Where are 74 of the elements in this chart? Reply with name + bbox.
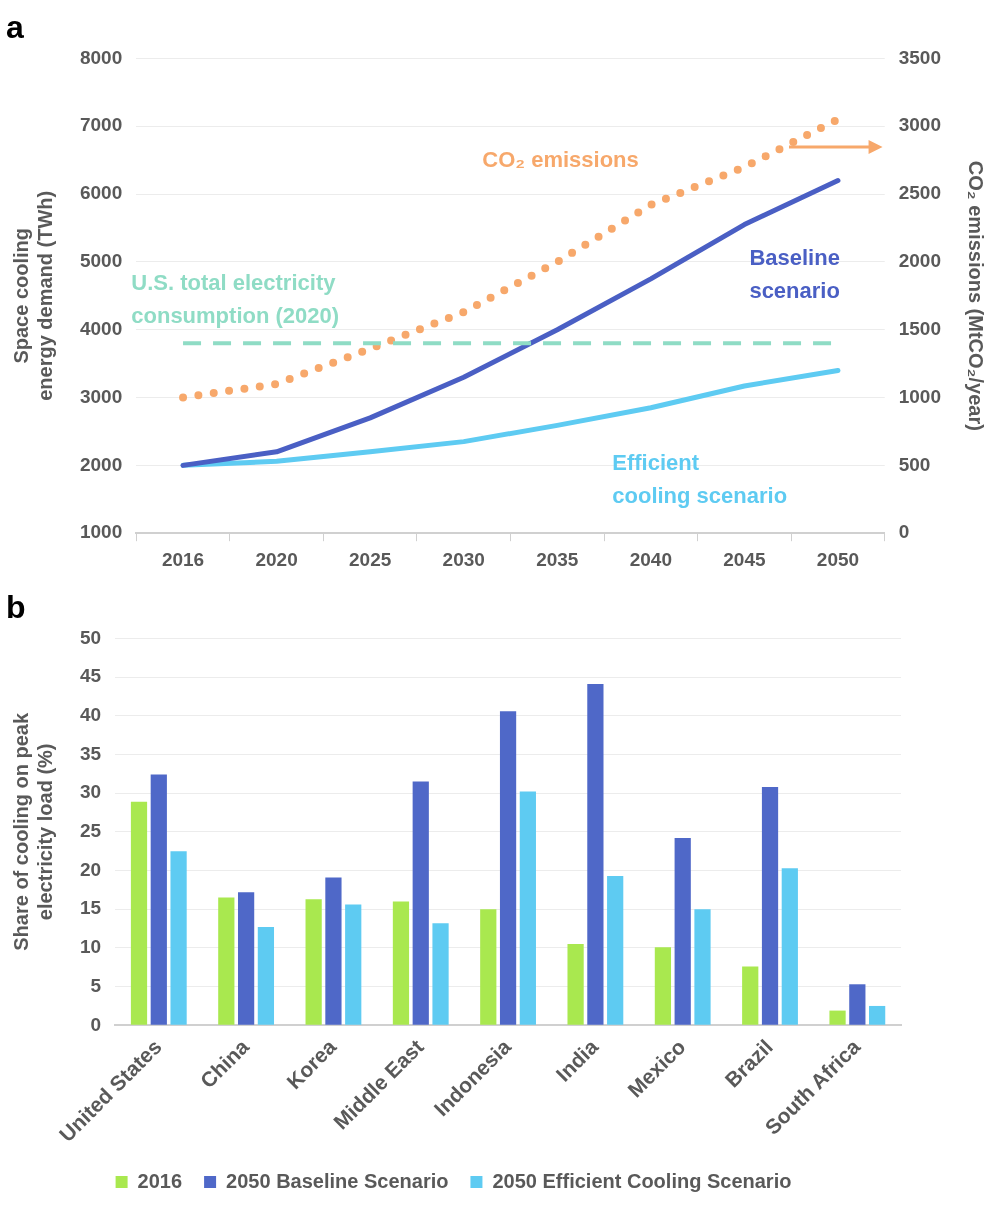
chart-title: b [6,589,26,626]
y2-tick-label: 1500 [898,317,942,339]
y-axis-title: Space cooling energy demand (TWh) [9,190,56,401]
legend-label: 2050 Efficient Cooling Scenario [492,1169,792,1192]
bar [392,901,410,1025]
x-tick-label: 2020 [255,548,298,570]
y2-tick-label: 1000 [898,385,942,407]
series-label: CO₂ emissions [482,146,639,172]
bar [849,984,866,1025]
bar [238,892,255,1025]
bar [761,786,779,1025]
x-tick-label: 2035 [536,548,579,570]
bar [218,897,235,1025]
y-tick-label: 8000 [79,46,123,68]
x-tick-label: 2050 [816,548,860,570]
y-tick-label: 0 [90,1013,102,1035]
bar [674,838,691,1025]
bar [654,947,672,1025]
legend-label: 2050 Baseline Scenario [226,1169,449,1192]
bar [412,781,429,1025]
y-tick-label: 35 [79,742,102,764]
y-tick-label: 4000 [79,317,123,339]
y-tick-label: 40 [79,704,102,726]
y-tick-label: 20 [79,858,102,880]
y2-tick-label: 2000 [898,250,942,272]
y-axis-title: Share of cooling on peak electricity load (%) [9,712,56,951]
bar [432,923,449,1025]
bar [781,868,798,1025]
ref-line-label: U.S. total electricity consumption (2020) [131,270,340,329]
y-tick-label: 5000 [79,250,123,272]
y2-tick-label: 3500 [898,46,942,68]
bar [694,909,711,1025]
bar [829,1010,846,1025]
bar [130,801,148,1025]
y-tick-label: 45 [79,665,102,687]
y-tick-label: 30 [79,781,102,803]
bar [325,877,342,1025]
series-label: Baseline scenario [749,244,840,303]
bar [742,966,759,1025]
y2-tick-label: 3000 [898,114,942,136]
bar [345,904,362,1025]
bar [587,684,604,1025]
y2-axis-title: CO₂ emissions (MtCO₂/year) [965,160,988,431]
x-tick-label: 2045 [723,548,766,570]
y-tick-label: 3000 [79,385,123,407]
x-tick-label: 2030 [442,548,485,570]
bar [170,851,187,1025]
bar [499,711,517,1025]
bar [257,927,275,1025]
y-tick-label: 50 [79,626,102,648]
x-tick-label: 2040 [629,548,672,570]
chart-title: a [6,9,24,46]
y2-tick-label: 500 [898,453,931,475]
series-label: Efficient cooling scenario [612,450,788,509]
bar [869,1005,886,1025]
y-tick-label: 10 [79,936,102,958]
y-tick-label: 25 [79,820,102,842]
bar [567,944,584,1025]
bar [305,899,322,1025]
legend-label: 2016 [137,1169,183,1192]
x-tick-label: 2025 [349,548,392,570]
y-tick-label: 6000 [79,182,123,204]
bar [480,909,497,1025]
y-tick-label: 1000 [79,521,123,543]
bar [607,875,624,1025]
bar [519,791,536,1025]
y-tick-label: 2000 [79,453,123,475]
x-tick-label: 2016 [161,548,205,570]
y-tick-label: 7000 [79,114,123,136]
bar [150,774,167,1025]
y-tick-label: 5 [90,974,102,996]
y2-tick-label: 2500 [898,182,942,204]
y-tick-label: 15 [79,897,102,919]
y2-tick-label: 0 [898,521,910,543]
